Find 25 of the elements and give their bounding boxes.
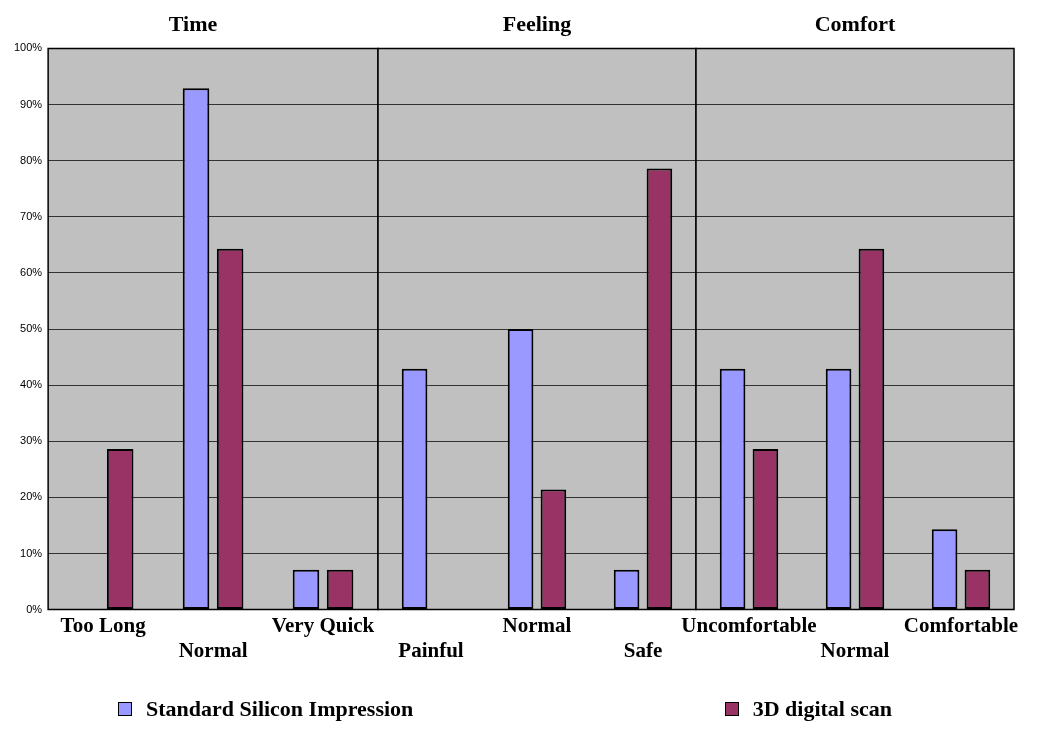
y-tick-label: 0% (26, 602, 43, 615)
chart-title: Time (168, 10, 218, 36)
x-tick-label: Very Quick (271, 612, 375, 637)
y-tick-label: 100% (13, 41, 43, 54)
x-tick-label: Comfortable (903, 612, 1019, 637)
y-tick-label: 10% (20, 546, 43, 559)
y-tick-label: 20% (20, 490, 43, 503)
x-tick-label: Normal (820, 637, 890, 662)
y-tick-label: 80% (20, 153, 43, 166)
x-tick-label: Uncomfortable (681, 612, 817, 637)
x-tick-label: Too Long (60, 612, 147, 637)
y-tick-label: 50% (20, 322, 43, 335)
y-tick-label: 60% (20, 265, 43, 278)
x-tick-label: Normal (502, 612, 572, 637)
x-tick-label: Normal (178, 637, 248, 662)
y-tick-label: 70% (20, 209, 43, 222)
y-tick-label: 40% (20, 378, 43, 391)
legend-label: Standard Silicon Impression (146, 696, 414, 722)
y-tick-label: 30% (20, 434, 43, 447)
x-tick-label: Painful (398, 637, 464, 662)
chart-title: Comfort (814, 10, 896, 36)
y-tick-label: 90% (20, 97, 43, 110)
chart-title: Feeling (502, 10, 572, 36)
legend-label: 3D digital scan (752, 696, 892, 722)
x-tick-label: Safe (623, 637, 663, 662)
